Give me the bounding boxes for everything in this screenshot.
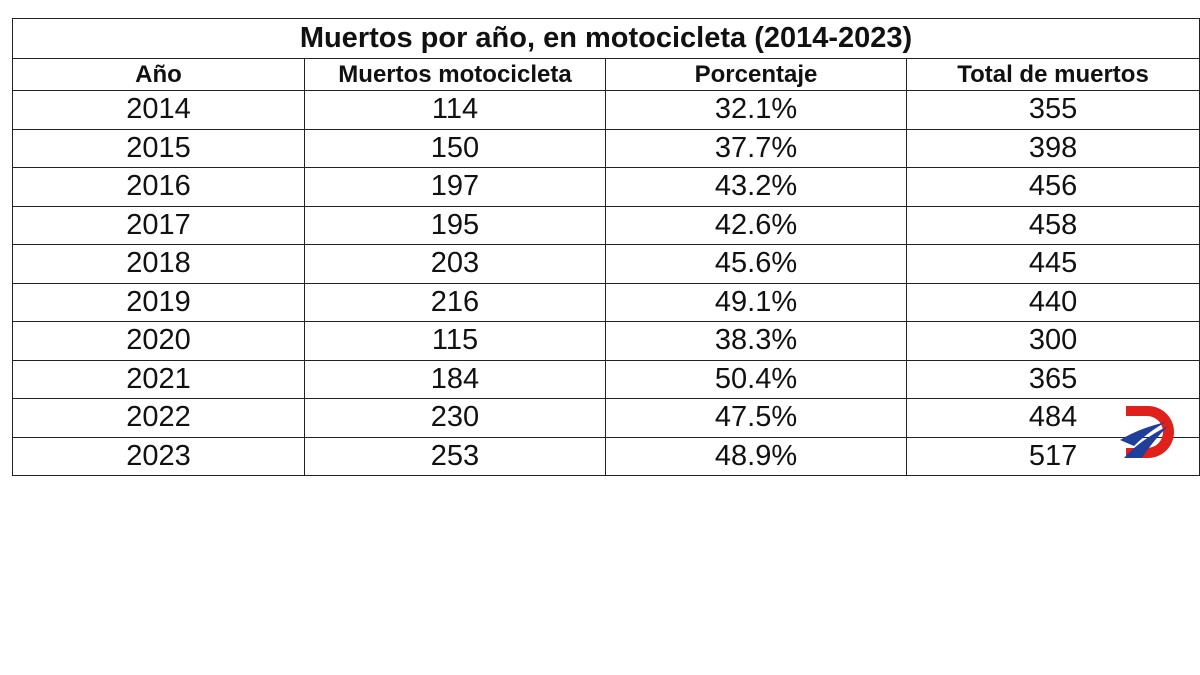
table-cell: 2015 [12, 128, 305, 168]
logo [1120, 406, 1174, 458]
table-cell: 398 [905, 128, 1200, 168]
table-row: 2022 230 47.5% 484 [12, 398, 1200, 438]
table-cell: 253 [304, 436, 606, 476]
table-row: 2018 203 45.6% 445 [12, 244, 1200, 284]
table-cell: 150 [304, 128, 606, 168]
table-cell: 49.1% [605, 282, 907, 322]
table-cell: 48.9% [605, 436, 907, 476]
table-cell: 2022 [12, 398, 305, 438]
table-cell: 2016 [12, 167, 305, 207]
column-header: Muertos motocicleta [304, 58, 606, 91]
table-row: 2015 150 37.7% 398 [12, 128, 1200, 168]
title-row: Muertos por año, en motocicleta (2014-20… [11, 18, 1200, 59]
table-cell: 2018 [12, 244, 305, 284]
table-cell: 37.7% [605, 128, 907, 168]
table-cell: 114 [304, 90, 606, 130]
table-cell: 38.3% [605, 321, 907, 361]
table-cell: 45.6% [605, 244, 907, 284]
table-row: 2017 195 42.6% 458 [12, 205, 1200, 245]
table-cell: 50.4% [605, 359, 907, 399]
table-cell: 458 [905, 205, 1200, 245]
table-cell: 2023 [12, 436, 305, 476]
table-row: 2014 114 32.1% 355 [12, 90, 1200, 130]
table-cell: 203 [304, 244, 606, 284]
table-cell: 456 [905, 167, 1200, 207]
table-cell: 445 [905, 244, 1200, 284]
table-cell: 2017 [12, 205, 305, 245]
table-cell: 2019 [12, 282, 305, 322]
column-header: Total de muertos [905, 58, 1200, 91]
table-body: 2014 114 32.1% 355 2015 150 37.7% 398 2016 197 43.… [12, 90, 1200, 476]
table-cell: 32.1% [605, 90, 907, 130]
header-row: Año Muertos motocicleta Porcentaje Total de… [12, 58, 1200, 91]
column-header: Año [12, 58, 305, 91]
table-cell: 47.5% [605, 398, 907, 438]
table-cell: 184 [304, 359, 606, 399]
table-cell: 43.2% [605, 167, 907, 207]
table-cell: 365 [905, 359, 1200, 399]
table-row: 2016 197 43.2% 456 [12, 167, 1200, 207]
table-cell: 42.6% [605, 205, 907, 245]
table-cell: 230 [304, 398, 606, 438]
table-cell: 216 [304, 282, 606, 322]
table-cell: 195 [304, 205, 606, 245]
table-cell: 115 [304, 321, 606, 361]
table-row: 2023 253 48.9% 517 [12, 436, 1200, 476]
table-title: Muertos por año, en motocicleta (2014-20… [11, 18, 1200, 59]
table-row: 2021 184 50.4% 365 [12, 359, 1200, 399]
table-cell: 355 [905, 90, 1200, 130]
column-header: Porcentaje [605, 58, 907, 91]
table-row: 2019 216 49.1% 440 [12, 282, 1200, 322]
table-cell: 2014 [12, 90, 305, 130]
table-cell: 197 [304, 167, 606, 207]
table-cell: 440 [905, 282, 1200, 322]
table-row: 2020 115 38.3% 300 [12, 321, 1200, 361]
data-table: Muertos por año, en motocicleta (2014-20… [11, 18, 1200, 476]
table-cell: 2020 [12, 321, 305, 361]
table-cell: 2021 [12, 359, 305, 399]
table-cell: 300 [905, 321, 1200, 361]
